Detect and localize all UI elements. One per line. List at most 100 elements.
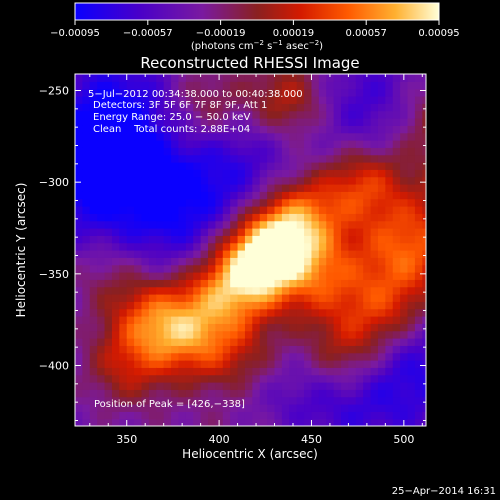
heatmap-cell [89, 213, 98, 222]
heatmap-cell [385, 242, 394, 251]
heatmap-cell [348, 389, 357, 398]
heatmap-cell [148, 235, 157, 244]
heatmap-cell [422, 81, 426, 90]
heatmap-cell [281, 272, 290, 280]
heatmap-cell [134, 132, 143, 141]
heatmap-cell [274, 140, 283, 148]
heatmap-cell [193, 132, 202, 141]
heatmap-cell [385, 88, 394, 97]
heatmap-cell [281, 352, 290, 361]
heatmap-cell [156, 338, 165, 346]
heatmap-cell [119, 140, 128, 148]
heatmap-cell [274, 132, 283, 141]
heatmap-cell [148, 264, 157, 273]
heatmap-cell [377, 110, 386, 119]
heatmap-cell [392, 235, 401, 244]
heatmap-cell [97, 360, 106, 368]
heatmap-cell [289, 162, 298, 170]
heatmap-cell [363, 389, 372, 398]
heatmap-cell [134, 389, 143, 398]
heatmap-cell [134, 242, 143, 251]
heatmap-cell [422, 418, 426, 426]
heatmap-cell [400, 367, 409, 376]
heatmap-cell [267, 198, 276, 207]
heatmap-cell [171, 184, 180, 192]
heatmap-cell [163, 345, 172, 354]
heatmap-cell [171, 257, 180, 266]
heatmap-cell [370, 352, 379, 361]
heatmap-cell [82, 330, 91, 339]
heatmap-cell [200, 162, 209, 170]
heatmap-cell [193, 96, 202, 104]
heatmap-cell [208, 389, 216, 398]
heatmap-cell [289, 213, 298, 222]
heatmap-cell [259, 286, 268, 295]
heatmap-cell [89, 360, 98, 368]
heatmap-cell [82, 279, 91, 288]
heatmap-cell [89, 352, 98, 361]
heatmap-cell [134, 147, 143, 156]
heatmap-cell [355, 308, 364, 317]
heatmap-cell [134, 198, 143, 207]
heatmap-cell [82, 184, 91, 192]
heatmap-cell [171, 338, 180, 346]
heatmap-cell [200, 250, 209, 258]
heatmap-cell [185, 279, 194, 288]
heatmap-cell [208, 96, 216, 104]
heatmap-cell [237, 404, 246, 412]
heatmap-cell [304, 132, 313, 141]
heatmap-cell [318, 132, 327, 141]
heatmap-cell [215, 140, 224, 148]
heatmap-cell [304, 88, 313, 97]
heatmap-cell [119, 154, 128, 163]
heatmap-cell [267, 367, 276, 376]
heatmap-cell [97, 367, 106, 376]
heatmap-cell [89, 81, 98, 90]
heatmap-cell [341, 264, 350, 273]
heatmap-cell [311, 396, 320, 405]
heatmap-cell [267, 294, 276, 302]
heatmap-cell [281, 206, 290, 214]
heatmap-cell [193, 345, 202, 354]
heatmap-cell [163, 294, 172, 302]
heatmap-cell [111, 345, 120, 354]
heatmap-cell [259, 352, 268, 361]
heatmap-cell [148, 404, 157, 412]
heatmap-cell [348, 367, 357, 376]
heatmap-cell [126, 330, 135, 339]
heatmap-cell [267, 418, 276, 426]
heatmap-cell [237, 169, 246, 178]
heatmap-cell [414, 250, 423, 258]
heatmap-cell [274, 308, 283, 317]
heatmap-cell [333, 140, 342, 148]
heatmap-cell [407, 140, 416, 148]
heatmap-cell [126, 228, 135, 236]
heatmap-cell [252, 330, 261, 339]
heatmap-cell [267, 330, 276, 339]
heatmap-cell [111, 118, 120, 126]
heatmap-cell [267, 235, 276, 244]
heatmap-cell [119, 228, 128, 236]
colorbar-ticks [74, 20, 440, 25]
heatmap-cell [377, 257, 386, 266]
heatmap-cell [104, 132, 113, 141]
heatmap-cell [333, 352, 342, 361]
heatmap-cell [281, 301, 290, 310]
heatmap-cell [119, 96, 128, 104]
heatmap-cell [377, 147, 386, 156]
heatmap-cell [171, 198, 180, 207]
heatmap-cell [185, 169, 194, 178]
heatmap-cell [274, 147, 283, 156]
heatmap-cell [414, 411, 423, 420]
heatmap-cell [296, 242, 305, 251]
heatmap-cell [274, 220, 283, 229]
heatmap-cell [333, 154, 342, 163]
heatmap-cell [111, 264, 120, 273]
heatmap-cell [414, 418, 423, 426]
heatmap-cell [267, 279, 276, 288]
heatmap-cell [178, 162, 187, 170]
heatmap-cell [148, 96, 157, 104]
heatmap-cell [237, 396, 246, 405]
heatmap-cell [274, 272, 283, 280]
heatmap-cell [311, 125, 320, 134]
